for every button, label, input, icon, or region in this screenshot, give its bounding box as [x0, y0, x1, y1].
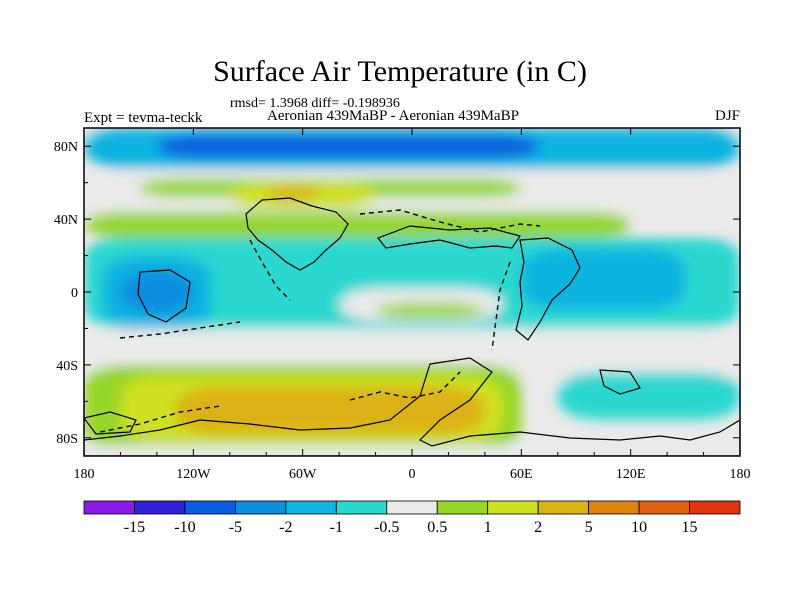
lon-tick-label: 60W	[289, 467, 317, 482]
longitude-axis: 180 120W 60W 0 60E 120E 180	[74, 128, 751, 482]
colorbar-swatch	[285, 500, 337, 515]
dashed-north-line	[359, 209, 541, 233]
page-title: Surface Air Temperature (in C)	[213, 55, 587, 88]
colorbar-label: -5	[229, 519, 242, 536]
lon-tick-label: 180	[74, 467, 95, 482]
region-south-east-cool	[557, 372, 740, 420]
lon-tick-label: 0	[409, 467, 416, 482]
colorbar-swatch	[689, 500, 741, 515]
colorbar-label: 15	[682, 519, 698, 536]
colorbar-swatch	[537, 500, 590, 515]
colorbar-swatch	[83, 500, 135, 515]
region-arctic-core	[156, 135, 540, 158]
colorbar-swatch	[638, 500, 690, 515]
stats-line: rmsd= 1.3968 diff= -0.198936	[230, 96, 400, 111]
colorbar-swatch	[588, 500, 640, 515]
dashed-equator-line	[119, 321, 241, 339]
region-north-subtropic-green	[84, 211, 631, 238]
coastlines	[84, 197, 740, 456]
colorbar-swatch	[386, 500, 438, 515]
colorbar-swatch	[184, 500, 236, 515]
coast-south-west-island	[84, 411, 137, 435]
dashed-west-line	[249, 239, 291, 301]
region-north-atlantic-core	[266, 186, 321, 201]
temperature-field	[84, 128, 740, 456]
colorbar-label: 1	[484, 519, 492, 536]
colorbar-label: 0.5	[427, 519, 447, 536]
lon-tick-label: 60E	[510, 467, 533, 482]
dashed-east-line	[491, 261, 511, 351]
period-label: Aeronian 439MaBP - Aeronian 439MaBP	[267, 108, 519, 124]
region-south-warm-core	[175, 386, 485, 435]
coast-west-island	[137, 269, 191, 323]
latitude-axis: 80N 40N 0 40S 80S	[54, 140, 740, 447]
coast-east-island	[599, 369, 641, 395]
colorbar-swatch	[487, 500, 539, 515]
colorbar-swatch	[436, 500, 489, 515]
region-tropical-west-core	[120, 270, 194, 314]
lat-tick-label: 0	[71, 286, 78, 301]
coast-central-block	[377, 225, 521, 249]
colorbar-swatch	[134, 500, 186, 515]
colorbar-label: 2	[534, 519, 542, 536]
lat-tick-label: 80S	[56, 432, 78, 447]
lat-tick-label: 80N	[54, 140, 78, 155]
lat-tick-label: 40N	[54, 213, 78, 228]
colorbar-swatch	[335, 500, 388, 515]
colorbar-label: -2	[279, 519, 292, 536]
colorbar: -15 -10 -5 -2 -1 -0.5 0.5 1 2 5 10 15	[83, 500, 741, 536]
lon-tick-label: 180	[730, 467, 751, 482]
colorbar-label: 5	[585, 519, 593, 536]
lat-tick-label: 40S	[56, 359, 78, 374]
colorbar-label: -1	[330, 519, 343, 536]
lon-tick-label: 120E	[616, 467, 646, 482]
colorbar-label: -15	[124, 519, 145, 536]
dashed-far-south-line	[99, 405, 221, 433]
season-label: DJF	[714, 108, 740, 124]
colorbar-swatch	[234, 500, 287, 515]
coast-east-continent	[515, 237, 581, 341]
lon-tick-label: 120W	[176, 467, 211, 482]
region-equatorial-warm	[375, 302, 485, 318]
region-east-tropic-cool	[521, 248, 686, 311]
coast-north-america	[245, 197, 349, 271]
dashed-boundaries	[99, 209, 541, 433]
coast-south-continent	[84, 357, 740, 456]
experiment-label: Expt = tevma-teckk	[84, 110, 203, 126]
colorbar-label: -10	[174, 519, 195, 536]
colorbar-label: -0.5	[374, 519, 399, 536]
dashed-south-line	[349, 371, 461, 401]
colorbar-label: 10	[631, 519, 647, 536]
